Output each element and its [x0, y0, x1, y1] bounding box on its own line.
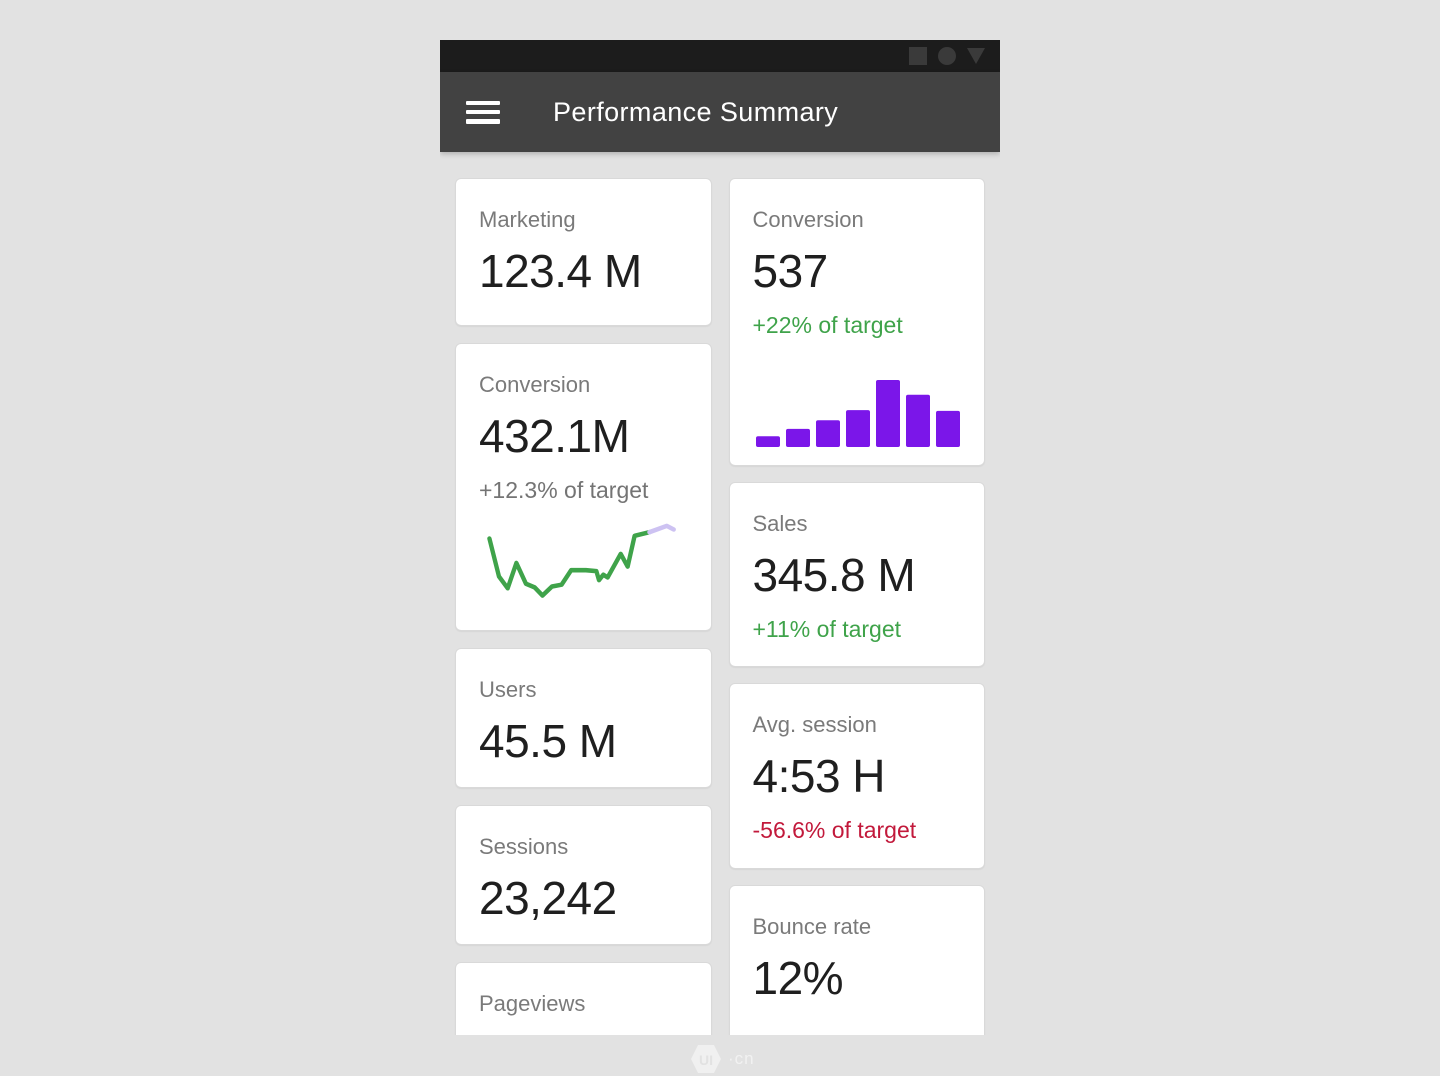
status-bar — [440, 40, 1000, 72]
card-value: 345.8 M — [752, 549, 916, 601]
card-sales: Sales 345.8 M +11% of target — [728, 482, 985, 667]
app-window: Performance Summary Marketing 123.4 M Co… — [440, 40, 1000, 1035]
card-delta: -56.6% of target — [752, 817, 917, 843]
page-title: Performance Summary — [553, 96, 839, 127]
card-label: Bounce rate — [752, 914, 872, 939]
watermark-suffix: ·cn — [728, 1049, 755, 1068]
card-pageviews: Pageviews — [455, 962, 712, 1035]
card-marketing: Marketing 123.4 M — [455, 178, 712, 326]
left-column: Marketing 123.4 M Conversion 432.1M +12.… — [455, 178, 712, 1035]
card-avg-session: Avg. session 4:53 H -56.6% of target — [728, 683, 985, 869]
bar-chart — [753, 372, 963, 447]
card-label: Marketing — [479, 207, 576, 232]
watermark-ui-cn-logo: UI ·cn — [690, 1044, 755, 1074]
dashboard-content: Marketing 123.4 M Conversion 432.1M +12.… — [440, 152, 1000, 1035]
card-label: Sales — [752, 511, 808, 536]
card-label: Conversion — [479, 372, 591, 397]
line-chart — [479, 515, 692, 610]
triangle-down-icon[interactable] — [967, 48, 985, 64]
card-label: Avg. session — [752, 712, 877, 737]
hamburger-menu-icon[interactable] — [466, 100, 500, 124]
card-delta: +12.3% of target — [479, 477, 649, 503]
hexagon-logo-icon: UI — [691, 1045, 721, 1073]
card-conversion-line: Conversion 432.1M +12.3% of target — [455, 343, 712, 631]
square-icon[interactable] — [909, 47, 927, 65]
watermark-logo-text: UI — [699, 1052, 713, 1068]
app-bar: Performance Summary — [440, 72, 1000, 152]
card-value: 23,242 — [479, 872, 617, 924]
card-value: 12% — [752, 952, 844, 1004]
card-delta: +22% of target — [752, 312, 903, 338]
card-label: Users — [479, 677, 537, 702]
card-bounce-rate: Bounce rate 12% — [728, 885, 985, 1035]
right-column: Conversion 537 +22% of target Sales 345.… — [728, 178, 985, 1035]
card-delta: +11% of target — [752, 616, 902, 642]
card-value: 537 — [752, 245, 829, 297]
card-label: Sessions — [479, 834, 569, 859]
card-value: 45.5 M — [479, 715, 617, 767]
card-value: 123.4 M — [479, 245, 642, 297]
card-users: Users 45.5 M — [455, 648, 712, 788]
card-conversion-bar: Conversion 537 +22% of target — [728, 178, 985, 466]
circle-icon[interactable] — [938, 47, 956, 65]
card-sessions: Sessions 23,242 — [455, 805, 712, 945]
card-value: 4:53 H — [752, 750, 886, 802]
card-label: Pageviews — [479, 991, 586, 1016]
card-value: 432.1M — [479, 410, 630, 462]
card-label: Conversion — [752, 207, 864, 232]
